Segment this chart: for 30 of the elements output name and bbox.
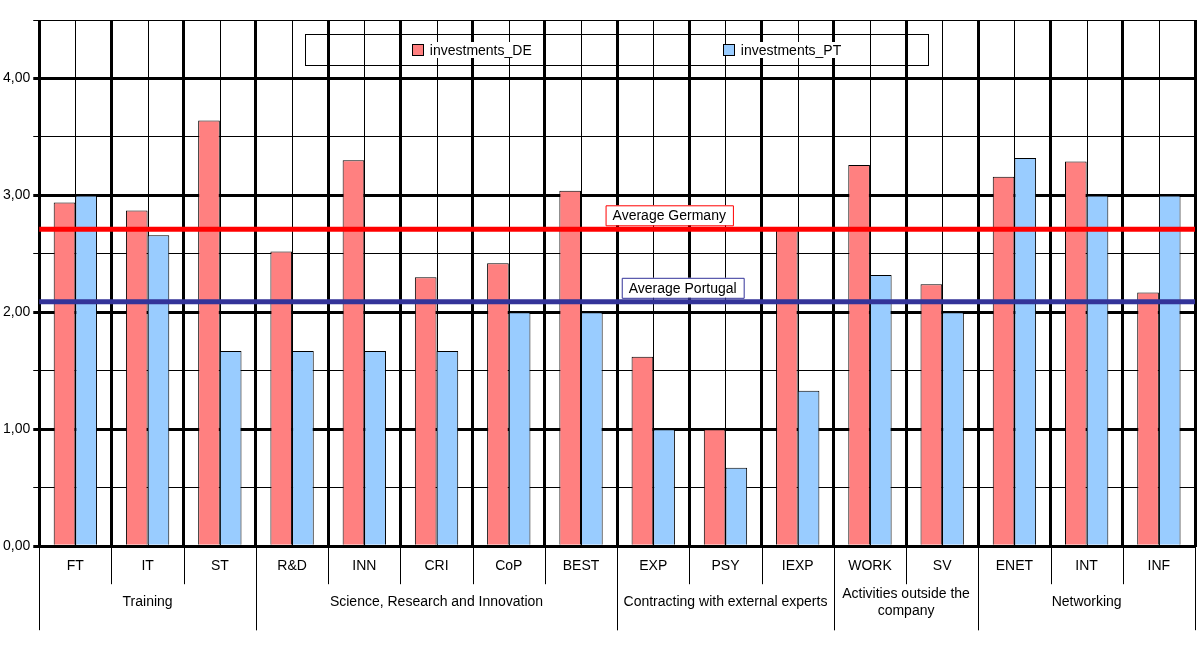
y-tick-label: 2,00 <box>3 303 31 320</box>
x-tick-label: EXP <box>639 557 668 574</box>
x-tick-label: BEST <box>562 557 600 574</box>
x-tick-label: CRI <box>424 557 449 574</box>
x-tick-label: IEXP <box>781 557 814 574</box>
x-tick-label: INN <box>352 557 377 574</box>
text: Science, Research and Innovation <box>329 593 544 610</box>
text: Training <box>122 593 173 610</box>
x-tick-label: PSY <box>711 557 741 574</box>
text: Networking <box>1051 593 1122 610</box>
legend-label: investments_PT <box>738 42 844 58</box>
legend-label: investments_DE <box>427 42 534 58</box>
x-tick-label: R&D <box>277 557 307 574</box>
y-tick-label: 0,00 <box>3 537 31 554</box>
x-tick-label: CoP <box>495 557 523 574</box>
y-tick-label: 4,00 <box>3 69 31 86</box>
text: Activities outside the company <box>842 584 971 618</box>
x-tick-label: INF <box>1147 557 1171 574</box>
ref-line-label: Average Germany <box>612 207 726 224</box>
x-tick-label: ST <box>210 557 230 574</box>
x-tick-label: ENET <box>995 557 1034 574</box>
x-tick-label: FT <box>66 557 85 574</box>
x-tick-label: INT <box>1075 557 1099 574</box>
y-tick-label: 3,00 <box>3 186 31 203</box>
text: Contracting with external experts <box>623 593 828 610</box>
ref-line-label: Average Portugal <box>628 279 737 296</box>
x-tick-label: IT <box>141 557 155 574</box>
x-tick-label: SV <box>932 557 953 574</box>
x-tick-label: WORK <box>848 557 893 574</box>
y-tick-label: 1,00 <box>3 420 31 437</box>
